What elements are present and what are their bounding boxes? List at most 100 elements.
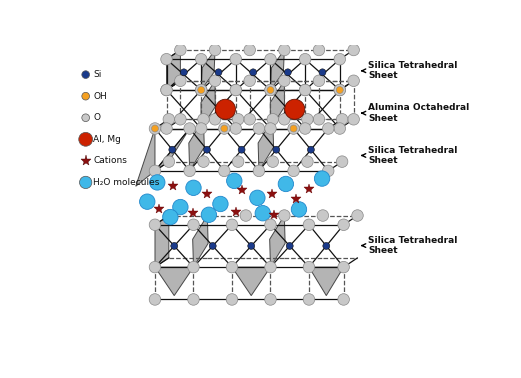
Circle shape <box>302 113 313 125</box>
Circle shape <box>204 146 210 153</box>
Circle shape <box>286 242 293 249</box>
Polygon shape <box>155 267 193 296</box>
Circle shape <box>317 210 329 221</box>
Circle shape <box>300 84 311 96</box>
Polygon shape <box>155 129 190 171</box>
Circle shape <box>226 294 238 305</box>
Circle shape <box>303 261 315 273</box>
Text: H₂O molecules: H₂O molecules <box>93 178 160 187</box>
Circle shape <box>213 196 228 212</box>
Circle shape <box>209 242 216 249</box>
Polygon shape <box>189 119 204 171</box>
Polygon shape <box>201 81 215 129</box>
Circle shape <box>267 156 279 167</box>
Circle shape <box>230 84 242 96</box>
Circle shape <box>227 173 242 189</box>
Circle shape <box>334 53 345 65</box>
Text: Silica Tetrahedral
Sheet: Silica Tetrahedral Sheet <box>362 236 457 255</box>
Polygon shape <box>193 215 208 267</box>
Circle shape <box>232 113 244 125</box>
Circle shape <box>322 123 334 134</box>
Circle shape <box>265 84 276 96</box>
Circle shape <box>322 165 334 177</box>
Circle shape <box>265 294 276 305</box>
Circle shape <box>265 219 276 231</box>
Circle shape <box>152 125 158 132</box>
Circle shape <box>195 53 207 65</box>
Circle shape <box>288 123 300 134</box>
Circle shape <box>171 242 178 249</box>
Circle shape <box>232 156 244 167</box>
Circle shape <box>337 87 343 93</box>
Circle shape <box>209 75 221 87</box>
Circle shape <box>82 114 90 122</box>
Circle shape <box>265 123 276 134</box>
Circle shape <box>313 75 325 87</box>
Circle shape <box>161 53 172 65</box>
Circle shape <box>319 69 326 76</box>
Polygon shape <box>167 50 180 90</box>
Circle shape <box>209 113 221 125</box>
Polygon shape <box>270 50 284 90</box>
Circle shape <box>250 69 257 76</box>
Circle shape <box>197 156 209 167</box>
Circle shape <box>279 210 290 221</box>
Circle shape <box>338 261 350 273</box>
Circle shape <box>337 156 348 167</box>
Circle shape <box>337 113 348 125</box>
Polygon shape <box>270 81 284 129</box>
Circle shape <box>172 199 188 215</box>
Circle shape <box>300 53 311 65</box>
Circle shape <box>300 123 311 134</box>
Circle shape <box>218 165 230 177</box>
Circle shape <box>265 84 276 96</box>
Circle shape <box>149 219 161 231</box>
Circle shape <box>288 165 300 177</box>
Circle shape <box>79 132 93 146</box>
Circle shape <box>80 176 92 189</box>
Circle shape <box>250 190 265 206</box>
Circle shape <box>175 113 186 125</box>
Circle shape <box>279 75 290 87</box>
Text: Alumina Octahedral
Sheet: Alumina Octahedral Sheet <box>362 104 469 123</box>
Circle shape <box>163 113 175 125</box>
Polygon shape <box>201 50 215 90</box>
Circle shape <box>348 75 359 87</box>
Text: Cations: Cations <box>93 156 127 165</box>
Circle shape <box>149 123 161 134</box>
Circle shape <box>279 113 290 125</box>
Text: Silica Tetrahedral
Sheet: Silica Tetrahedral Sheet <box>362 146 457 165</box>
Circle shape <box>265 53 276 65</box>
Circle shape <box>300 84 311 96</box>
Circle shape <box>303 294 315 305</box>
Circle shape <box>314 171 330 186</box>
Circle shape <box>188 261 199 273</box>
Circle shape <box>188 294 199 305</box>
Polygon shape <box>270 215 285 267</box>
Circle shape <box>188 219 199 231</box>
Circle shape <box>273 146 280 153</box>
Circle shape <box>195 123 207 134</box>
Circle shape <box>197 113 209 125</box>
Circle shape <box>334 123 345 134</box>
Circle shape <box>352 210 363 221</box>
Circle shape <box>323 242 330 249</box>
Circle shape <box>267 113 279 125</box>
Circle shape <box>161 84 172 96</box>
Circle shape <box>230 53 242 65</box>
Circle shape <box>163 156 175 167</box>
Circle shape <box>169 146 176 153</box>
Circle shape <box>184 165 195 177</box>
Circle shape <box>338 294 350 305</box>
Circle shape <box>163 209 178 225</box>
Circle shape <box>334 84 345 96</box>
Circle shape <box>313 113 325 125</box>
Circle shape <box>230 123 242 134</box>
Circle shape <box>215 99 235 119</box>
Polygon shape <box>155 215 169 267</box>
Text: OH: OH <box>93 92 107 101</box>
Text: Al, Mg: Al, Mg <box>93 135 121 144</box>
Circle shape <box>303 219 315 231</box>
Circle shape <box>175 75 186 87</box>
Circle shape <box>348 113 359 125</box>
